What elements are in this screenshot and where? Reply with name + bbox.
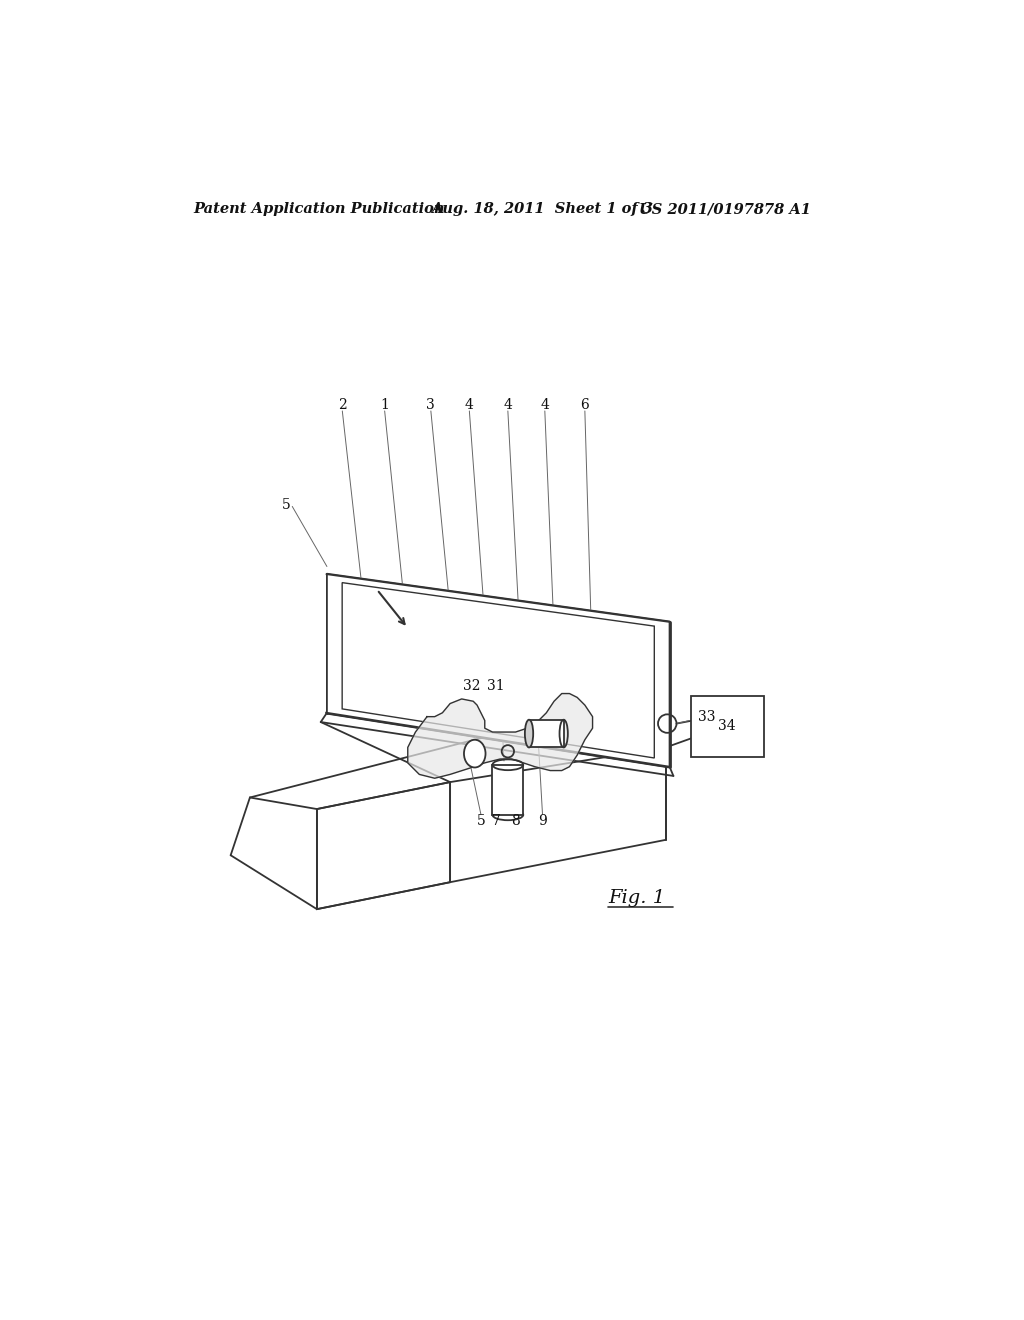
Text: Aug. 18, 2011  Sheet 1 of 3: Aug. 18, 2011 Sheet 1 of 3 bbox=[431, 202, 652, 216]
Text: Fig. 1: Fig. 1 bbox=[608, 888, 665, 907]
Polygon shape bbox=[316, 781, 451, 909]
Text: 33: 33 bbox=[697, 710, 716, 725]
Text: 6: 6 bbox=[581, 397, 589, 412]
Text: 2: 2 bbox=[338, 397, 347, 412]
Text: 4: 4 bbox=[541, 397, 549, 412]
Ellipse shape bbox=[493, 809, 523, 820]
Text: 34: 34 bbox=[719, 719, 736, 733]
Text: 5: 5 bbox=[476, 813, 485, 828]
Ellipse shape bbox=[525, 719, 534, 747]
Text: 8: 8 bbox=[511, 813, 520, 828]
Polygon shape bbox=[327, 574, 670, 767]
Text: Patent Application Publication: Patent Application Publication bbox=[194, 202, 445, 216]
Ellipse shape bbox=[464, 739, 485, 767]
Polygon shape bbox=[408, 693, 593, 779]
Polygon shape bbox=[529, 719, 563, 747]
FancyBboxPatch shape bbox=[691, 696, 764, 756]
Text: 32: 32 bbox=[463, 678, 480, 693]
Polygon shape bbox=[493, 764, 523, 814]
Text: 5: 5 bbox=[282, 498, 291, 512]
Text: 7: 7 bbox=[492, 813, 501, 828]
Text: 31: 31 bbox=[487, 678, 505, 693]
Text: 9: 9 bbox=[539, 813, 547, 828]
Text: 3: 3 bbox=[426, 397, 435, 412]
Text: US 2011/0197878 A1: US 2011/0197878 A1 bbox=[639, 202, 811, 216]
Text: 1: 1 bbox=[380, 397, 389, 412]
Text: 4: 4 bbox=[504, 397, 512, 412]
Text: 4: 4 bbox=[465, 397, 474, 412]
